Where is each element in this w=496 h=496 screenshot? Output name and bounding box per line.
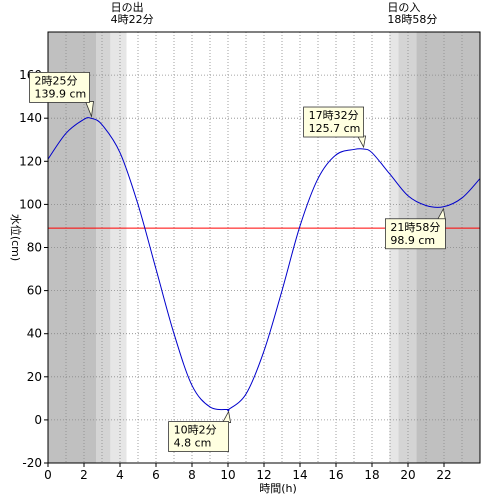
annotation-box — [385, 218, 446, 250]
x-tick-label: 10 — [220, 468, 235, 482]
twilight-band-morning-dark — [96, 32, 111, 463]
annotation-box — [303, 106, 364, 138]
y-tick-label: 60 — [27, 284, 42, 298]
annotation-value: 125.7 cm — [309, 122, 361, 135]
annotation-time: 2時25分 — [35, 74, 78, 87]
x-tick-label: 0 — [44, 468, 52, 482]
sunset-label: 日の入 — [387, 1, 420, 14]
annotation-time: 17時32分 — [309, 109, 359, 122]
annotation-time: 10時2分 — [174, 424, 217, 437]
x-tick-label: 20 — [400, 468, 415, 482]
x-tick-label: 12 — [256, 468, 271, 482]
series-line — [47, 117, 481, 412]
x-tick-label: 14 — [292, 468, 307, 482]
twilight-band-morning-light — [110, 32, 127, 463]
y-axis-label: 水位(cm) — [9, 214, 23, 261]
x-tick-label: 4 — [116, 468, 124, 482]
y-tick-label: 100 — [19, 197, 42, 211]
annotation-box — [168, 421, 229, 452]
x-tick-label: 8 — [188, 468, 196, 482]
y-tick-label: 80 — [27, 241, 42, 255]
annotation-value: 4.8 cm — [174, 437, 212, 450]
y-tick-label: 20 — [27, 370, 42, 384]
x-tick-label: 16 — [328, 468, 343, 482]
sunrise-label: 日の出 — [111, 0, 144, 14]
y-tick-label: -20 — [22, 456, 42, 470]
annotation-value: 98.9 cm — [390, 234, 435, 247]
y-tick-label: 140 — [19, 111, 42, 125]
y-tick-label: 40 — [27, 327, 42, 341]
annotation-box — [29, 72, 90, 103]
y-tick-label: 0 — [34, 413, 42, 427]
sunrise-time: 4時22分 — [111, 13, 154, 26]
x-tick-label: 22 — [436, 468, 451, 482]
x-tick-label: 2 — [80, 468, 88, 482]
x-tick-label: 6 — [152, 468, 160, 482]
y-tick-label: 120 — [19, 154, 42, 168]
x-axis-label: 時間(h) — [259, 482, 297, 495]
annotation-time: 21時58分 — [390, 221, 440, 234]
annotation-value: 139.9 cm — [35, 87, 87, 100]
sunset-time: 18時58分 — [387, 13, 437, 26]
x-tick-label: 18 — [364, 468, 379, 482]
